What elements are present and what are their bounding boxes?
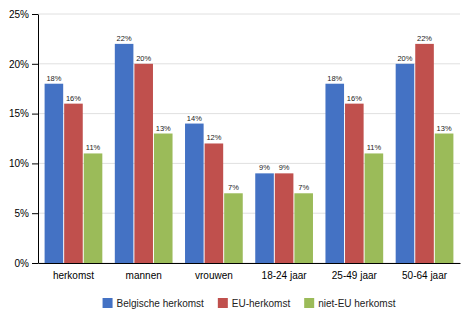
x-tick-label: 25-49 jaar: [332, 270, 378, 281]
chart-container: 18% 22% 14% 9% 18% 20% 16% 20% 12% 9% 16% 22% 11% 13%…: [0, 0, 470, 319]
legend-label: EU-herkomst: [232, 298, 291, 309]
bar: [294, 193, 313, 263]
y-tick-mark: [32, 14, 38, 15]
grid-line: [38, 14, 460, 15]
bar: [84, 153, 103, 263]
data-label: 20%: [397, 54, 412, 63]
data-label: 16%: [66, 94, 81, 103]
bar: [415, 44, 434, 263]
data-label: 11%: [367, 143, 382, 152]
x-axis-line: [39, 263, 461, 264]
bar: [154, 134, 173, 263]
data-label: 22%: [117, 34, 132, 43]
x-tick-label: 18-24 jaar: [262, 270, 308, 281]
data-label: 22%: [417, 34, 432, 43]
bar: [325, 84, 344, 263]
y-tick-mark: [32, 163, 38, 164]
y-tick-mark: [32, 263, 38, 264]
x-tick: mannen: [126, 270, 162, 281]
data-label: 9%: [259, 163, 270, 172]
y-tick-mark: [32, 64, 38, 65]
data-label: 9%: [279, 163, 290, 172]
bar-series: [64, 44, 434, 263]
bars: [45, 44, 454, 263]
x-tick-label: vrouwen: [195, 270, 233, 281]
y-tick-label: 20%: [9, 59, 29, 70]
bar: [185, 124, 204, 263]
bar: [396, 64, 415, 263]
data-label: 7%: [298, 183, 309, 192]
x-tick-label: 50-64 jaar: [402, 270, 448, 281]
data-label: 18%: [327, 74, 342, 83]
x-axis: herkomst mannen vrouwen 18-24 jaar 25-49 jaa…: [39, 264, 461, 282]
data-label: 13%: [437, 124, 452, 133]
data-label: 13%: [156, 124, 171, 133]
legend: Belgische herkomst EU-herkomst niet-EU her…: [103, 298, 396, 309]
y-tick-label: 25%: [9, 9, 29, 20]
legend-label: Belgische herkomst: [117, 298, 204, 309]
bar: [345, 104, 364, 263]
bar: [45, 84, 64, 263]
data-label: 18%: [46, 74, 61, 83]
bar: [275, 173, 294, 263]
x-tick: 25-49 jaar: [332, 270, 378, 281]
data-label: 11%: [86, 143, 101, 152]
x-tick: 18-24 jaar: [262, 270, 308, 281]
bar: [365, 153, 384, 263]
legend-swatch: [103, 298, 113, 308]
y-tick-label: 0%: [15, 258, 30, 269]
y-tick: 10%: [9, 158, 38, 169]
bar: [435, 134, 454, 263]
x-tick: 50-64 jaar: [402, 270, 448, 281]
bar-series: [84, 134, 454, 263]
legend-swatch: [218, 298, 228, 308]
bar: [224, 193, 243, 263]
bar: [255, 173, 274, 263]
bar: [64, 104, 83, 263]
bar-series: [45, 44, 415, 263]
bar: [115, 44, 134, 263]
y-tick-mark: [32, 213, 38, 214]
y-tick: 0%: [15, 258, 38, 269]
y-tick: 5%: [15, 208, 38, 219]
legend-label: niet-EU herkomst: [318, 298, 395, 309]
legend-item: Belgische herkomst: [103, 298, 204, 309]
x-tick: vrouwen: [195, 270, 233, 281]
legend-swatch: [304, 298, 314, 308]
data-label: 7%: [228, 183, 239, 192]
y-tick-label: 5%: [15, 208, 30, 219]
y-tick: 20%: [9, 59, 38, 70]
x-tick-label: herkomst: [53, 270, 94, 281]
y-tick-mark: [32, 114, 38, 115]
data-label: 16%: [347, 94, 362, 103]
chart-svg: 18% 22% 14% 9% 18% 20% 16% 20% 12% 9% 16% 22% 11% 13%…: [0, 0, 470, 319]
y-tick: 25%: [9, 9, 38, 20]
legend-item: EU-herkomst: [218, 298, 291, 309]
y-tick: 15%: [9, 108, 38, 119]
grid: [38, 14, 460, 263]
y-tick-label: 15%: [9, 108, 29, 119]
x-tick-label: mannen: [126, 270, 162, 281]
x-tick: herkomst: [53, 270, 94, 281]
data-label: 20%: [136, 54, 151, 63]
y-tick-label: 10%: [9, 158, 29, 169]
bar: [134, 64, 153, 263]
data-label: 14%: [187, 114, 202, 123]
plot-area: 18% 22% 14% 9% 18% 20% 16% 20% 12% 9% 16% 22% 11% 13%…: [9, 9, 461, 281]
legend-item: niet-EU herkomst: [304, 298, 395, 309]
data-label: 12%: [206, 133, 221, 142]
y-axis: 0% 5% 10% 15% 20% 25%: [9, 9, 39, 269]
data-labels: 18% 22% 14% 9% 18% 20% 16% 20% 12% 9% 16% 22% 11% 13%…: [46, 34, 452, 192]
bar: [205, 143, 224, 263]
y-axis-line: [38, 15, 39, 264]
